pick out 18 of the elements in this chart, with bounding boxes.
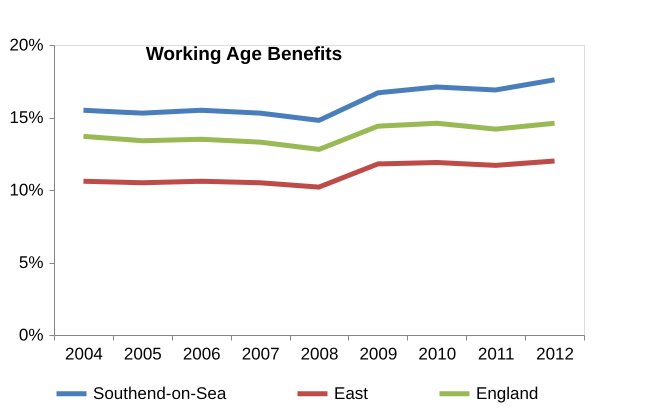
y-tick-label: 0% [18,326,44,344]
x-tick-label: 2007 [242,344,280,364]
x-tick-label: 2010 [418,344,456,364]
y-tick-label: 5% [18,253,44,272]
x-tick-label: 2006 [182,344,221,364]
x-tick-label: 2005 [124,344,162,364]
chart-title: Working Age Benefits [146,44,342,65]
x-tick-label: 2012 [536,344,574,364]
x-tick-label: 2008 [300,344,338,364]
legend-label: East [334,384,368,403]
y-tick-label: 15% [9,108,44,127]
y-tick-label: 20% [9,36,44,54]
x-tick-label: 2004 [65,344,103,364]
y-tick-label: 10% [9,180,44,200]
legend-label: Southend-on-Sea [93,384,227,403]
legend-label: England [476,384,538,403]
x-tick-label: 2011 [478,344,514,364]
x-tick-label: 2009 [359,344,398,364]
